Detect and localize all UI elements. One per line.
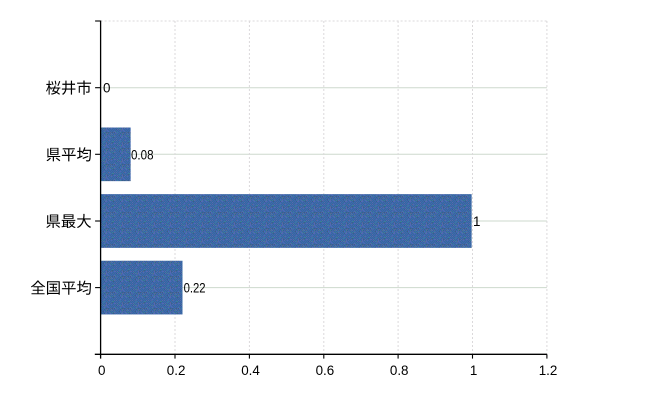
- svg-text:0.22: 0.22: [184, 281, 206, 296]
- svg-text:0: 0: [98, 363, 105, 378]
- svg-text:0: 0: [103, 81, 110, 96]
- svg-text:0.4: 0.4: [241, 363, 260, 378]
- svg-text:0.2: 0.2: [167, 363, 186, 378]
- svg-text:0.8: 0.8: [390, 363, 409, 378]
- svg-text:1: 1: [473, 214, 480, 229]
- svg-text:1: 1: [470, 363, 477, 378]
- svg-text:0.08: 0.08: [131, 147, 154, 162]
- svg-text:0.6: 0.6: [316, 363, 335, 378]
- svg-text:1.2: 1.2: [539, 363, 558, 378]
